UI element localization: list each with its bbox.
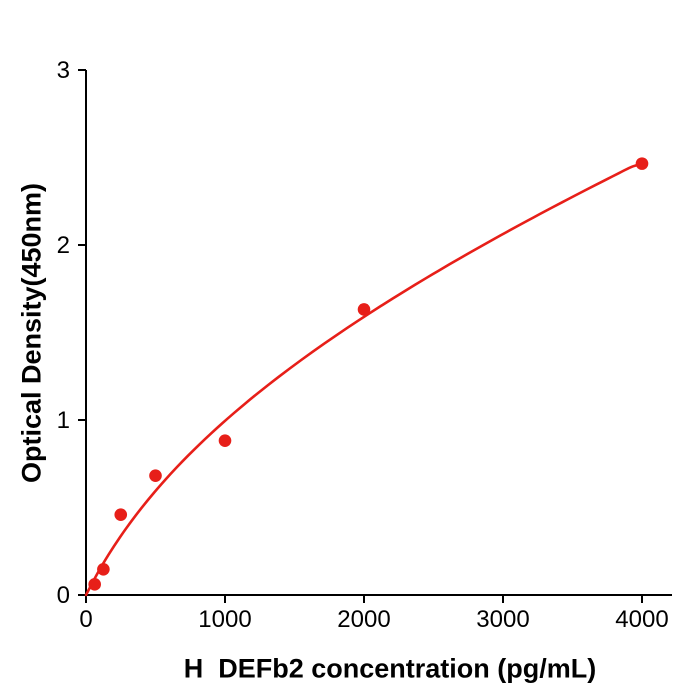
svg-text:4000: 4000 — [615, 606, 668, 633]
svg-text:0: 0 — [57, 582, 70, 609]
svg-text:2: 2 — [57, 232, 70, 259]
svg-text:2000: 2000 — [337, 606, 390, 633]
svg-text:3: 3 — [57, 57, 70, 84]
svg-text:1000: 1000 — [198, 606, 251, 633]
svg-text:3000: 3000 — [476, 606, 529, 633]
svg-text:0: 0 — [79, 606, 92, 633]
svg-text:1: 1 — [57, 407, 70, 434]
